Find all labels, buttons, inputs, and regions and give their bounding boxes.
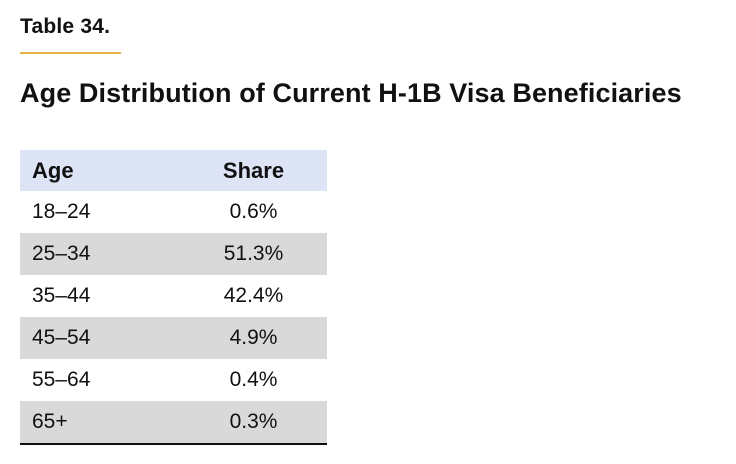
cell-share: 42.4% [223, 284, 284, 307]
cell-age: 45–54 [20, 317, 180, 359]
cell-share: 51.3% [180, 233, 327, 275]
table-row: 18–24 0.6% [20, 191, 327, 233]
cell-share: 0.4% [229, 368, 278, 391]
table-number-label: Table 34. [20, 15, 111, 38]
table-row: 45–54 4.9% [20, 317, 327, 359]
table-header-row: Age Share [20, 150, 327, 191]
cell-share: 0.6% [229, 200, 278, 223]
cell-age: 35–44 [32, 284, 91, 307]
header-age: Age [20, 150, 180, 191]
table-row: 25–34 51.3% [20, 233, 327, 275]
header-share: Share [180, 150, 327, 191]
cell-age: 55–64 [32, 368, 91, 391]
age-distribution-table: Age Share 18–24 0.6% 25–34 51.3% 35–44 4… [20, 150, 327, 445]
table-row: 55–64 0.4% [20, 359, 327, 401]
table-title: Age Distribution of Current H-1B Visa Be… [20, 78, 682, 108]
cell-age: 25–34 [20, 233, 180, 275]
table-row: 35–44 42.4% [20, 275, 327, 317]
cell-share: 0.3% [180, 401, 327, 444]
cell-age: 18–24 [32, 200, 91, 223]
table-row: 65+ 0.3% [20, 401, 327, 444]
cell-share: 4.9% [180, 317, 327, 359]
cell-age: 65+ [20, 401, 180, 444]
label-underline-rule [20, 52, 121, 54]
